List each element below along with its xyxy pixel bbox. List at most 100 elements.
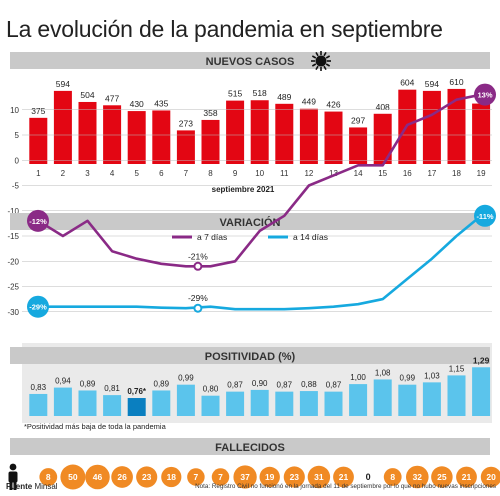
sun-icon [311,51,331,71]
case-day-label: 19 [477,169,486,178]
positivity-bar [275,391,294,416]
death-value-label: 21 [462,472,472,482]
case-day-label: 11 [280,169,289,178]
case-bar [250,100,269,164]
person-leg-right [13,481,17,490]
case-value-label: 449 [302,97,316,107]
case-value-label: 504 [80,90,94,100]
case-bar [29,117,48,164]
positivity-value-label: 0,83 [31,383,47,392]
death-bubble [383,468,402,486]
case-value-label: 297 [351,115,365,125]
death-bubble [456,466,477,488]
case-day-label: 16 [403,169,412,178]
sun-ray [311,63,317,67]
positivity-value-label: 0,94 [55,377,71,386]
case-bar [422,90,441,164]
case-day-label: 12 [304,169,313,178]
case-day-label: 6 [159,169,164,178]
positivity-value-label: 0,87 [277,381,293,390]
death-bubble [233,465,257,489]
page-title: La evolución de la pandemia en septiembr… [6,16,443,42]
case-day-label: 1 [36,169,41,178]
min-7-label: -21% [188,251,208,261]
case-day-label: 9 [233,169,238,178]
positivity-bar [103,395,122,416]
cases-band [10,52,490,69]
death-value-label: 8 [46,472,51,482]
death-bubble [333,466,354,488]
case-bar [152,110,171,164]
variation-title: VARIACIÓN [220,216,281,229]
y-tick-label: -10 [7,207,19,216]
case-value-label: 594 [425,79,439,89]
sun-ray [315,51,319,57]
positivity-value-label: 0,81 [104,384,120,393]
end-14-badge-label: -11% [476,212,493,221]
death-value-label: 37 [240,472,250,482]
death-bubble [161,466,182,488]
death-value-label: 7 [194,472,199,482]
death-bubble [187,468,205,486]
positivity-value-label: 0,99 [400,374,416,383]
death-value-label: 23 [290,472,300,482]
case-bar [176,130,195,164]
person-body [8,471,18,483]
positivity-value-label: 0,80 [203,385,219,394]
min-7-marker [193,261,203,271]
deaths-chart: FALLECIDOS 8 50 46 26 23 18 7 7 37 19 23 31 21 0 8 32 25 2… [8,438,500,490]
source-value: Minsal [34,482,58,491]
case-day-label: 17 [427,169,436,178]
positivity-bar [53,387,72,416]
positivity-bar [422,382,441,416]
start-7-badge-label: -12% [29,217,47,226]
death-value-label: 0 [366,472,371,482]
death-value-label: 25 [437,472,447,482]
death-bubble [211,468,230,486]
positivity-value-label: 0,89 [80,379,96,388]
deaths-title: FALLECIDOS [215,442,285,454]
case-value-label: 604 [400,78,414,88]
case-value-label: 515 [228,89,242,99]
pandemic-infographic: NUEVOS CASOS3751594250434774430543562737… [7,51,500,490]
case-bar [53,90,72,164]
death-bubble [405,465,429,489]
sun-core [315,55,327,67]
case-day-label: 2 [61,169,66,178]
case-day-label: 7 [184,169,189,178]
case-day-label: 18 [452,169,461,178]
death-value-label: 26 [117,472,127,482]
case-day-label: 3 [85,169,90,178]
positivity-value-label: 1,03 [424,371,440,380]
positivity-value-label: 0,90 [252,379,268,388]
case-bar [78,101,97,164]
cases-xlabel: septiembre 2021 [212,185,275,194]
y-tick-label: -25 [7,283,19,292]
case-day-label: 5 [134,169,139,178]
positivity-bar [29,393,48,416]
sun-ray [311,55,317,59]
death-bubble [85,464,110,490]
case-value-label: 426 [326,100,340,110]
case-value-label: 273 [179,118,193,128]
footer-note: Nota: Registro Civil no funcionó en la j… [195,483,496,490]
case-bar [226,100,245,164]
case-value-label: 358 [203,108,217,118]
death-value-label: 50 [68,472,78,482]
death-value-label: 19 [265,472,275,482]
sun-ray [325,55,331,59]
positivity-bar [398,384,417,416]
series-14-dias-line [38,214,482,311]
case-value-label: 408 [376,102,390,112]
min-14-label: -29% [188,293,208,303]
positivity-value-label: 0,76* [127,387,147,396]
person-head [9,463,17,471]
positivity-value-label: 0,87 [227,381,243,390]
person-leg-left [9,481,13,490]
sun-ray [315,65,319,71]
footer: Fuente Minsal Nota: Registro Civil no fu… [6,482,496,491]
positivity-bar [324,391,343,416]
sun-ray [325,63,331,67]
deaths-band [10,438,490,455]
case-value-label: 594 [56,79,70,89]
